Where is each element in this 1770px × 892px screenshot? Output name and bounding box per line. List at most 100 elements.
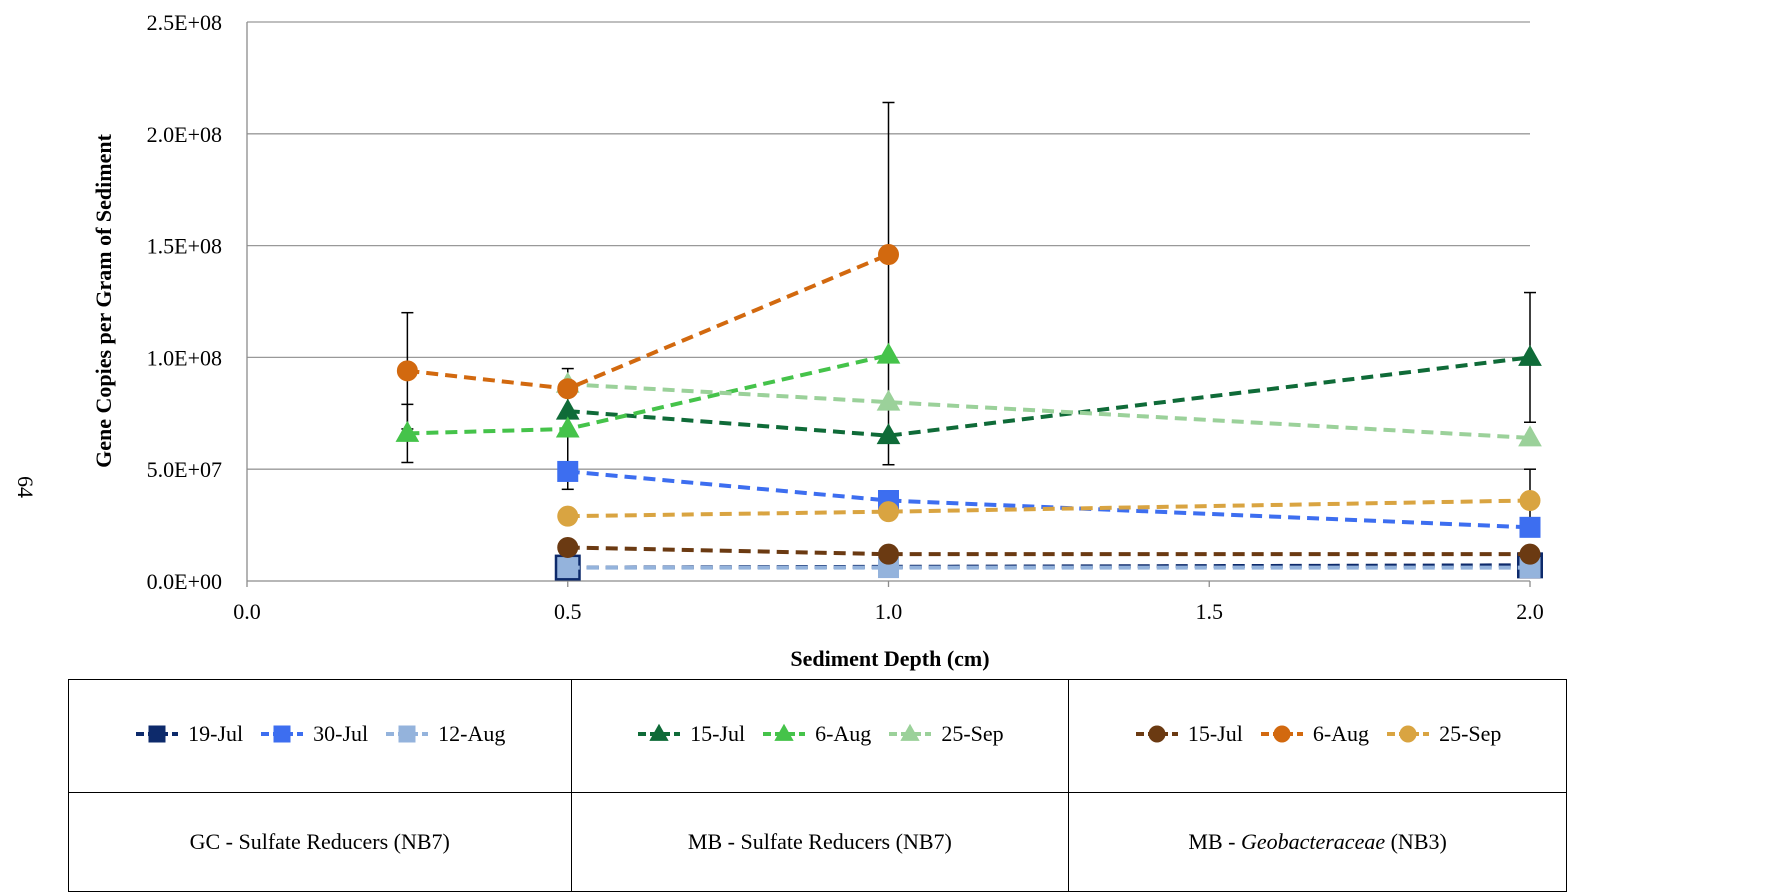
group-label-suffix: (NB3) xyxy=(1385,828,1447,854)
legend-swatch xyxy=(261,725,304,743)
group-label-text: MB - Sulfate Reducers (NB7) xyxy=(687,828,952,854)
series-line xyxy=(567,498,1531,519)
legend-swatch xyxy=(638,723,681,741)
series-1 xyxy=(557,460,1541,538)
series-line xyxy=(407,252,890,391)
chart: 0.0E+00 5.0E+07 1.0E+08 1.5E+08 2.0E+08 2.5E+… xyxy=(91,10,1544,671)
data-point xyxy=(1519,490,1541,512)
y-tick-labels: 0.0E+00 5.0E+07 1.0E+08 1.5E+08 2.0E+08 2.5E+… xyxy=(147,10,222,594)
data-point xyxy=(876,342,901,364)
series-8 xyxy=(557,490,1541,527)
legend-label: 30-Jul xyxy=(313,720,369,746)
group-label-italic: Geobacteraceae xyxy=(1240,828,1386,854)
legend-swatch-marker xyxy=(1273,725,1291,743)
legend-swatch-marker xyxy=(774,723,794,741)
series-line xyxy=(567,355,1531,438)
x-tick-label: 2.0 xyxy=(1516,599,1544,624)
legend-swatch-marker xyxy=(1148,725,1166,743)
legend-entry: 6-Aug xyxy=(1259,721,1369,747)
series-line xyxy=(567,545,1530,557)
series-4 xyxy=(395,342,901,442)
legend-entry: 30-Jul xyxy=(259,721,368,747)
legend-group-label: MB - Sulfate Reducers (NB7) xyxy=(570,791,1070,892)
data-point xyxy=(557,460,579,482)
series-line xyxy=(407,353,889,436)
legend-swatch-marker xyxy=(900,723,920,741)
y-tick-label: 1.0E+08 xyxy=(147,345,222,370)
legend-label: 6-Aug xyxy=(815,720,872,746)
legend-entry: 12-Aug xyxy=(384,721,505,747)
x-axis-title: Sediment Depth (cm) xyxy=(790,646,989,671)
data-point xyxy=(396,360,418,382)
x-tick-label: 0.5 xyxy=(554,599,582,624)
x-tick-label: 1.0 xyxy=(875,599,903,624)
data-point xyxy=(1518,344,1542,366)
series-7 xyxy=(396,244,899,400)
y-tick-label: 5.0E+07 xyxy=(147,457,222,482)
data-point xyxy=(395,420,420,442)
legend-swatch xyxy=(889,723,932,741)
legend-swatch xyxy=(1387,725,1430,743)
legend-swatch-marker xyxy=(649,723,669,741)
series-line xyxy=(567,469,1531,530)
data-point xyxy=(876,423,901,445)
group-label-text: MB - xyxy=(1188,828,1241,854)
legend-swatch xyxy=(1135,725,1178,743)
series-6 xyxy=(557,536,1541,565)
legend-entry: 6-Aug xyxy=(761,721,871,747)
legend-group-label: GC - Sulfate Reducers (NB7) xyxy=(68,791,572,892)
series-line xyxy=(567,382,1531,440)
legend-swatch xyxy=(136,725,179,743)
legend-label: 19-Jul xyxy=(188,720,244,746)
legend-label: 6-Aug xyxy=(1312,720,1370,746)
legend-label: 25-Sep xyxy=(941,720,1004,746)
legend-swatch-marker xyxy=(398,725,416,743)
legend-swatch-marker xyxy=(1399,725,1417,743)
data-point xyxy=(557,557,579,579)
y-axis-title: Gene Copies per Gram of Sediment xyxy=(91,133,116,468)
data-point xyxy=(557,536,579,558)
legend: 19-Jul 30-Jul 12-Aug 15-Jul 6-Aug 25-Sep 15-Ju… xyxy=(68,679,1567,892)
legend-group-label: MB - Geobacteraceae (NB3) xyxy=(1068,791,1567,892)
data-point xyxy=(1518,425,1542,447)
series-5 xyxy=(555,371,1542,447)
legend-entry: 25-Sep xyxy=(1385,721,1501,747)
data-point xyxy=(878,244,899,266)
x-tick-labels: 0.0 0.5 1.0 1.5 2.0 xyxy=(233,599,1544,624)
legend-label: 15-Jul xyxy=(1187,720,1243,746)
y-tick-label: 0.0E+00 xyxy=(147,569,222,594)
x-tick-label: 1.5 xyxy=(1196,599,1224,624)
legend-group-cell: 15-Jul 6-Aug 25-Sep xyxy=(1068,679,1567,793)
data-point xyxy=(557,378,579,400)
legend-entry: 15-Jul xyxy=(636,721,745,747)
legend-swatch xyxy=(386,725,429,743)
legend-group-cell: 15-Jul 6-Aug 25-Sep xyxy=(570,679,1070,793)
data-point xyxy=(557,505,579,527)
data-point xyxy=(555,398,580,420)
y-tick-label: 2.5E+08 xyxy=(147,10,222,35)
data-point xyxy=(878,543,899,565)
data-point xyxy=(878,501,899,523)
legend-swatch-marker xyxy=(148,725,166,743)
y-tick-label: 1.5E+08 xyxy=(147,234,222,259)
series-2 xyxy=(557,557,1541,579)
series-lines xyxy=(395,244,1543,581)
legend-swatch xyxy=(763,723,806,741)
legend-entry: 19-Jul xyxy=(134,721,243,747)
legend-label: 15-Jul xyxy=(690,720,746,746)
series-3 xyxy=(555,344,1542,445)
group-label-text: GC - Sulfate Reducers (NB7) xyxy=(189,828,450,854)
data-point xyxy=(555,416,580,438)
legend-swatch-marker xyxy=(273,725,291,743)
data-point xyxy=(1519,543,1541,565)
data-point xyxy=(1519,516,1541,538)
legend-label: 25-Sep xyxy=(1439,720,1502,746)
legend-entry: 25-Sep xyxy=(887,720,1004,747)
data-point xyxy=(876,389,901,411)
y-tick-label: 2.0E+08 xyxy=(147,122,222,147)
legend-label: 12-Aug xyxy=(438,720,506,746)
legend-entry: 15-Jul xyxy=(1134,721,1243,747)
legend-swatch xyxy=(1260,725,1303,743)
legend-group-cell: 19-Jul 30-Jul 12-Aug xyxy=(68,679,572,793)
x-tick-label: 0.0 xyxy=(233,599,261,624)
